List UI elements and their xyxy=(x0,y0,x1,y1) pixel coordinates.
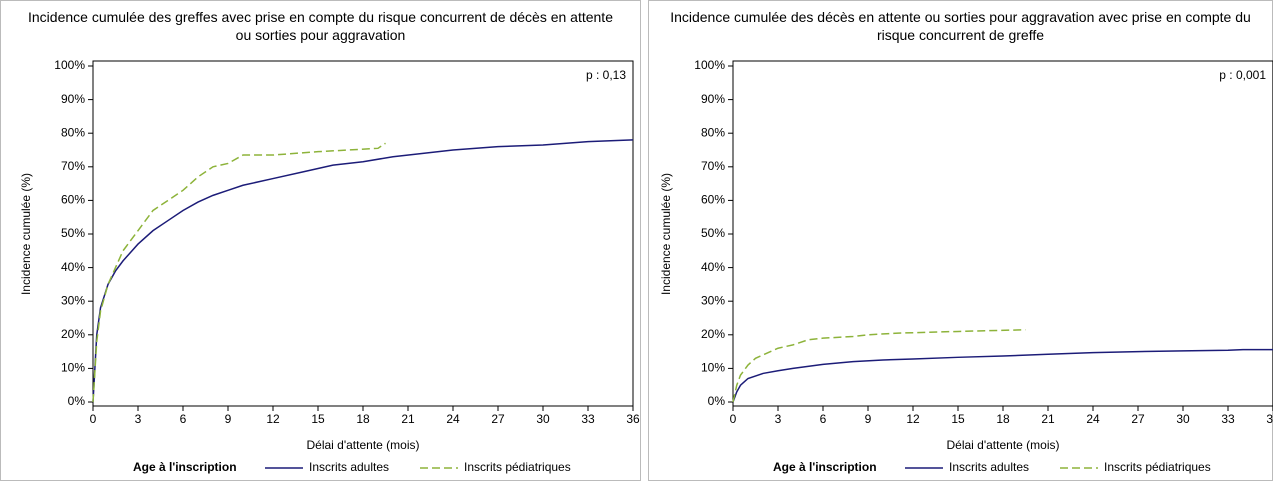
x-tick-label: 36 xyxy=(626,412,640,426)
plot-area xyxy=(92,60,634,407)
series-line xyxy=(92,142,386,403)
x-tick-label: 33 xyxy=(581,412,595,426)
x-axis-label: Délai d'attente (mois) xyxy=(946,438,1059,452)
x-tick-label: 24 xyxy=(446,412,460,426)
y-tick-label: 0% xyxy=(68,394,86,408)
x-tick-label: 27 xyxy=(1131,412,1145,426)
y-tick-label: 70% xyxy=(701,159,725,173)
x-tick-label: 36 xyxy=(1266,412,1273,426)
x-tick-label: 27 xyxy=(491,412,505,426)
chart-title: Incidence cumulée des greffes avec prise… xyxy=(28,9,613,43)
legend-label: Inscrits pédiatriques xyxy=(464,460,571,474)
y-tick-label: 0% xyxy=(708,394,726,408)
x-tick-label: 24 xyxy=(1086,412,1100,426)
panel-border xyxy=(648,0,1273,481)
y-tick-label: 30% xyxy=(701,293,725,307)
chart-title: Incidence cumulée des décès en attente o… xyxy=(670,9,1251,43)
y-tick-label: 80% xyxy=(61,125,85,139)
x-tick-label: 6 xyxy=(820,412,827,426)
annotation: p : 0,13 xyxy=(586,68,626,82)
y-axis-label: Incidence cumulée (%) xyxy=(19,173,33,295)
x-tick-label: 18 xyxy=(356,412,370,426)
y-tick-label: 100% xyxy=(54,58,85,72)
y-tick-label: 90% xyxy=(61,92,85,106)
x-tick-label: 6 xyxy=(180,412,187,426)
y-tick-label: 40% xyxy=(61,260,85,274)
x-tick-label: 12 xyxy=(266,412,280,426)
x-tick-label: 18 xyxy=(996,412,1010,426)
x-tick-label: 12 xyxy=(906,412,920,426)
x-tick-label: 21 xyxy=(1041,412,1055,426)
panel-border xyxy=(0,0,641,481)
y-tick-label: 100% xyxy=(694,58,725,72)
y-tick-label: 10% xyxy=(61,361,85,375)
y-axis-label: Incidence cumulée (%) xyxy=(659,173,673,295)
annotation: p : 0,001 xyxy=(1219,68,1266,82)
series-line xyxy=(732,329,1026,403)
legend-title: Age à l'inscription xyxy=(773,460,877,474)
x-tick-label: 21 xyxy=(401,412,415,426)
y-tick-label: 20% xyxy=(61,327,85,341)
plot-area xyxy=(732,60,1273,407)
x-tick-label: 0 xyxy=(730,412,737,426)
legend-label: Inscrits pédiatriques xyxy=(1104,460,1211,474)
series-line xyxy=(732,348,1273,403)
x-axis-label: Délai d'attente (mois) xyxy=(306,438,419,452)
y-tick-label: 30% xyxy=(61,293,85,307)
y-tick-label: 60% xyxy=(61,193,85,207)
x-tick-label: 9 xyxy=(865,412,872,426)
y-tick-label: 50% xyxy=(61,226,85,240)
x-tick-label: 3 xyxy=(135,412,142,426)
y-tick-label: 60% xyxy=(701,193,725,207)
y-tick-label: 20% xyxy=(701,327,725,341)
y-tick-label: 80% xyxy=(701,125,725,139)
x-tick-label: 3 xyxy=(775,412,782,426)
x-tick-label: 15 xyxy=(311,412,325,426)
series-line xyxy=(92,139,634,403)
y-tick-label: 10% xyxy=(701,361,725,375)
y-tick-label: 70% xyxy=(61,159,85,173)
x-tick-label: 33 xyxy=(1221,412,1235,426)
y-tick-label: 50% xyxy=(701,226,725,240)
x-tick-label: 9 xyxy=(225,412,232,426)
x-tick-label: 0 xyxy=(90,412,97,426)
legend-title: Age à l'inscription xyxy=(133,460,237,474)
y-tick-label: 40% xyxy=(701,260,725,274)
x-tick-label: 30 xyxy=(1176,412,1190,426)
x-tick-label: 15 xyxy=(951,412,965,426)
legend-label: Inscrits adultes xyxy=(309,460,389,474)
legend-label: Inscrits adultes xyxy=(949,460,1029,474)
x-tick-label: 30 xyxy=(536,412,550,426)
y-tick-label: 90% xyxy=(701,92,725,106)
